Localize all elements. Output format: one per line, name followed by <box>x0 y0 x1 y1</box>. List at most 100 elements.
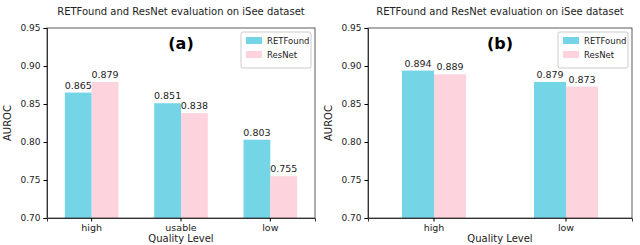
y-tick: 0.90 <box>20 61 47 71</box>
bar <box>270 176 297 218</box>
data-label: 0.803 <box>243 127 270 138</box>
x-tick-mark <box>91 218 92 222</box>
bars <box>65 82 297 218</box>
y-axis-line <box>365 29 369 219</box>
y-tick-mark <box>365 66 369 67</box>
x-tick-label: low <box>262 222 278 233</box>
bar <box>92 82 119 218</box>
y-tick-label: 0.90 <box>20 61 40 71</box>
bar <box>65 93 92 218</box>
x-tick: low <box>558 218 574 233</box>
y-tick: 0.80 <box>20 137 47 147</box>
x-axis-line <box>369 219 633 222</box>
y-tick-label: 0.70 <box>20 213 40 223</box>
plot-frame <box>368 28 632 218</box>
bar <box>244 140 271 218</box>
y-tick-mark <box>365 218 369 219</box>
chart-panel: 0.8940.8790.8890.8730.700.750.800.850.90… <box>323 6 633 244</box>
x-axis-line <box>48 219 316 222</box>
data-label: 0.879 <box>91 69 118 80</box>
legend-swatch <box>246 37 262 44</box>
bar <box>566 87 598 218</box>
legend: RETFound ResNet <box>558 32 628 68</box>
plot-frame <box>47 28 315 218</box>
y-tick-label: 0.95 <box>20 23 40 33</box>
x-tick-mark <box>181 218 182 222</box>
y-tick: 0.95 <box>341 23 368 33</box>
y-tick-mark <box>365 104 369 105</box>
y-axis: 0.70 0.75 0.80 0.85 0.90 0.95 <box>20 23 47 223</box>
y-tick-label: 0.80 <box>20 137 40 147</box>
x-axis-title: Quality Level <box>467 233 532 244</box>
chart-panel: 0.8650.8510.8030.8790.8380.7550.700.750.… <box>2 6 316 244</box>
bar <box>181 113 208 218</box>
y-tick-label: 0.75 <box>341 175 361 185</box>
data-label: 0.879 <box>536 69 563 80</box>
x-tick-label: high <box>81 222 102 233</box>
legend-label: ResNet <box>584 50 615 60</box>
y-tick-mark <box>44 142 48 143</box>
y-tick-mark <box>44 66 48 67</box>
y-tick-label: 0.90 <box>341 61 361 71</box>
legend-swatch <box>246 51 262 58</box>
y-tick-mark <box>44 180 48 181</box>
y-tick-mark <box>365 142 369 143</box>
y-tick-mark <box>44 28 48 29</box>
legend: RETFound ResNet <box>241 32 311 68</box>
x-tick-label: usable <box>165 222 196 233</box>
x-tick-label: low <box>558 222 574 233</box>
y-tick-mark <box>365 180 369 181</box>
data-label: 0.889 <box>436 61 463 72</box>
x-tick: high <box>81 218 102 233</box>
bar <box>434 74 466 218</box>
legend-swatch <box>563 51 579 58</box>
bar <box>534 82 566 218</box>
legend-box <box>558 32 628 68</box>
panel-annotation: (b) <box>487 34 513 53</box>
y-tick-label: 0.80 <box>341 137 361 147</box>
bars <box>402 71 598 218</box>
legend-swatch <box>563 37 579 44</box>
data-label: 0.838 <box>181 100 208 111</box>
legend-label: ResNet <box>267 50 298 60</box>
y-tick: 0.70 <box>20 213 47 223</box>
y-tick-label: 0.85 <box>341 99 361 109</box>
y-axis-title: AUROC <box>323 105 334 141</box>
bar <box>402 71 434 218</box>
y-axis-title: AUROC <box>2 105 13 141</box>
y-tick: 0.95 <box>20 23 47 33</box>
panel-annotation: (a) <box>168 34 193 53</box>
y-tick-label: 0.95 <box>341 23 361 33</box>
y-tick-mark <box>44 218 48 219</box>
x-tick-label: high <box>424 222 445 233</box>
x-tick: low <box>262 218 278 233</box>
y-tick-label: 0.75 <box>20 175 40 185</box>
data-labels: 0.8650.8510.8030.8790.8380.755 <box>65 69 298 174</box>
x-tick-mark <box>566 218 567 222</box>
x-tick: high <box>424 218 445 233</box>
x-tick: usable <box>165 218 196 233</box>
y-tick-label: 0.85 <box>20 99 40 109</box>
y-tick: 0.85 <box>341 99 368 109</box>
x-axis: high usable low <box>48 218 316 233</box>
y-tick-mark <box>365 28 369 29</box>
data-label: 0.851 <box>154 90 181 101</box>
legend-label: RETFound <box>267 36 309 46</box>
y-tick: 0.80 <box>341 137 368 147</box>
y-axis-line <box>44 29 48 219</box>
chart-title: RETFound and ResNet evaluation on iSee d… <box>376 6 624 17</box>
legend-label: RETFound <box>584 36 626 46</box>
x-tick-mark <box>270 218 271 222</box>
y-tick: 0.90 <box>341 61 368 71</box>
y-tick: 0.70 <box>341 213 368 223</box>
y-tick: 0.85 <box>20 99 47 109</box>
y-tick: 0.75 <box>20 175 47 185</box>
x-axis-title: Quality Level <box>148 233 213 244</box>
chart-title: RETFound and ResNet evaluation on iSee d… <box>57 6 305 17</box>
x-tick-mark <box>434 218 435 222</box>
bar <box>154 103 181 218</box>
y-tick-mark <box>44 104 48 105</box>
legend-box <box>241 32 311 68</box>
data-label: 0.894 <box>404 58 431 69</box>
y-tick-label: 0.70 <box>341 213 361 223</box>
